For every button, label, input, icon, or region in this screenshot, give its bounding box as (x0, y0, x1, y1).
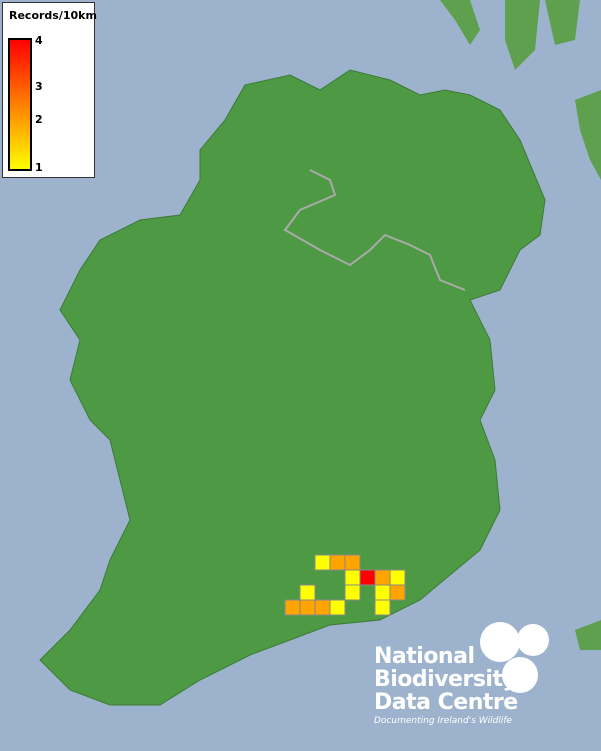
border-line (283, 169, 466, 291)
record-cell[interactable] (314, 599, 331, 616)
logo-line-2: Biodiversity (374, 667, 517, 692)
record-cell[interactable] (344, 554, 361, 571)
record-cell[interactable] (284, 599, 301, 616)
record-cell[interactable] (359, 569, 376, 586)
record-cell[interactable] (314, 554, 331, 571)
record-cell[interactable] (299, 599, 316, 616)
legend-title: Records/10km (9, 9, 97, 22)
logo-emblem-icon (480, 622, 549, 693)
legend-tick-1: 1 (35, 161, 43, 174)
legend-tick-4: 4 (35, 34, 43, 47)
legend-color-bar (8, 38, 32, 171)
logo-line-3: Data Centre (374, 690, 518, 715)
logo-line-1: National (374, 644, 475, 669)
record-cell[interactable] (389, 569, 406, 586)
record-cell[interactable] (344, 569, 361, 586)
legend-tick-2: 2 (35, 113, 43, 126)
nbdc-logo: National Biodiversity Data Centre Docume… (374, 645, 518, 726)
ireland-land (39, 69, 546, 706)
record-cell[interactable] (299, 584, 316, 601)
legend: Records/10km 4 3 2 1 (2, 2, 97, 178)
legend-tick-3: 3 (35, 80, 43, 93)
record-cell[interactable] (374, 569, 391, 586)
record-cell[interactable] (374, 584, 391, 601)
record-cell[interactable] (329, 599, 346, 616)
records-grid (284, 554, 406, 616)
record-cell[interactable] (329, 554, 346, 571)
record-cell[interactable] (374, 599, 391, 616)
record-cell[interactable] (344, 584, 361, 601)
logo-tagline: Documenting Ireland's Wildlife (374, 716, 513, 726)
record-cell[interactable] (389, 584, 406, 601)
